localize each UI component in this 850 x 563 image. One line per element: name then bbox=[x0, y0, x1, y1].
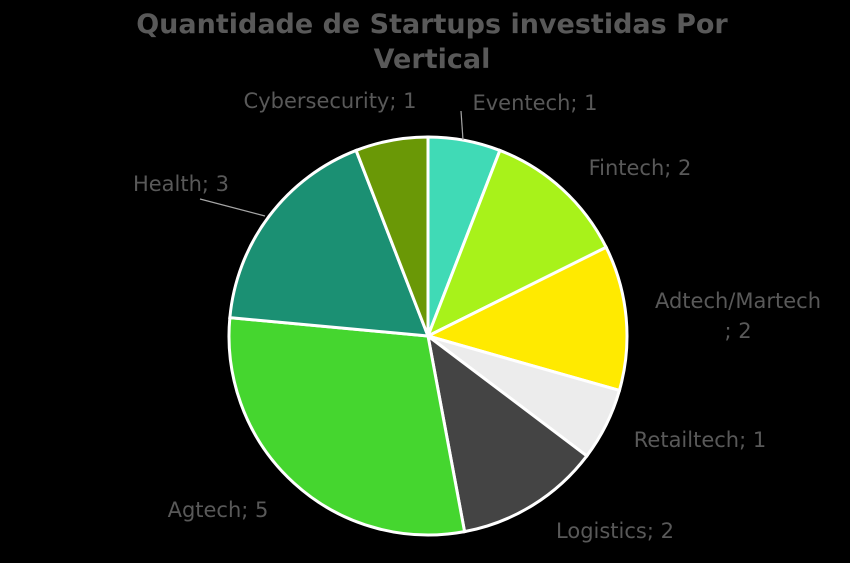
slice-label-logistics: Logistics; 2 bbox=[556, 519, 674, 543]
pie-slice-agtech bbox=[227, 316, 467, 537]
slice-label-line: Eventech; 1 bbox=[472, 91, 597, 115]
pie-slice-cybersecurity bbox=[354, 135, 430, 337]
pie-slices bbox=[227, 135, 629, 537]
slice-label-line: ; 2 bbox=[724, 319, 751, 343]
pie-slice-health bbox=[228, 148, 431, 338]
slice-labels: Eventech; 1 Fintech; 2 Adtech/Martech ; 2 Re… bbox=[133, 89, 821, 543]
leader-line-eventech bbox=[460, 110, 464, 141]
pie-slice-adtech-martech bbox=[423, 245, 629, 393]
slice-label-line: Retailtech; 1 bbox=[634, 428, 766, 452]
slice-label-line: Fintech; 2 bbox=[589, 156, 692, 180]
slice-label-agtech: Agtech; 5 bbox=[168, 498, 269, 522]
slice-label-retailtech: Retailtech; 1 bbox=[634, 428, 766, 452]
slice-label-line: Logistics; 2 bbox=[556, 519, 674, 543]
chart-title-line-1: Quantidade de Startups investidas Por bbox=[136, 9, 728, 40]
slice-label-eventech: Eventech; 1 bbox=[472, 91, 597, 115]
pie-slice-fintech bbox=[425, 148, 609, 340]
slice-label-line: Agtech; 5 bbox=[168, 498, 269, 522]
slice-label-fintech: Fintech; 2 bbox=[589, 156, 692, 180]
slice-label-adtech-martech: Adtech/Martech ; 2 bbox=[655, 289, 821, 343]
slice-label-cybersecurity: Cybersecurity; 1 bbox=[244, 89, 417, 113]
chart-title: Quantidade de Startups investidas Por Ve… bbox=[136, 9, 728, 75]
leader-lines bbox=[199, 110, 464, 217]
slice-label-line: Adtech/Martech bbox=[655, 289, 821, 313]
slice-label-line: Health; 3 bbox=[133, 172, 229, 196]
slice-label-health: Health; 3 bbox=[133, 172, 229, 196]
pie-slice-logistics bbox=[425, 332, 589, 534]
chart-title-line-2: Vertical bbox=[374, 44, 491, 75]
slice-label-line: Cybersecurity; 1 bbox=[244, 89, 417, 113]
leader-line-health bbox=[199, 198, 266, 217]
